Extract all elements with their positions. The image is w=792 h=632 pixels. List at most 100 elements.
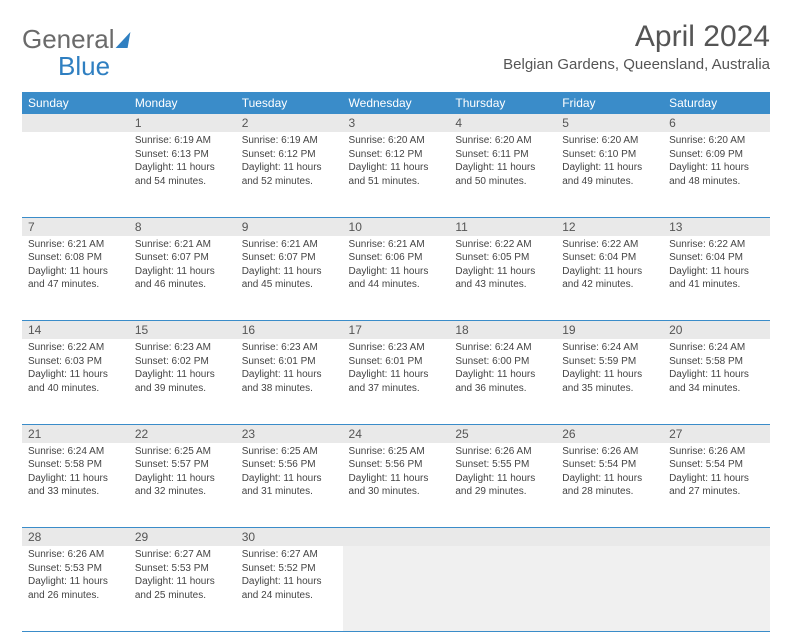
day-details: Sunrise: 6:21 AMSunset: 6:07 PMDaylight:… [129,236,236,296]
day-number-row: 282930 [22,528,770,547]
day-number-cell: 27 [663,424,770,443]
day-number-cell: 3 [343,114,450,132]
day-details: Sunrise: 6:25 AMSunset: 5:57 PMDaylight:… [129,443,236,503]
day-number-row: 21222324252627 [22,424,770,443]
day-cell: Sunrise: 6:24 AMSunset: 5:58 PMDaylight:… [22,443,129,528]
day-details: Sunrise: 6:24 AMSunset: 5:58 PMDaylight:… [22,443,129,503]
day-cell: Sunrise: 6:27 AMSunset: 5:53 PMDaylight:… [129,546,236,631]
day-content-row: Sunrise: 6:22 AMSunset: 6:03 PMDaylight:… [22,339,770,424]
day-cell: Sunrise: 6:26 AMSunset: 5:54 PMDaylight:… [663,443,770,528]
day-cell: Sunrise: 6:20 AMSunset: 6:12 PMDaylight:… [343,132,450,217]
day-number-cell: 21 [22,424,129,443]
day-number-cell: 22 [129,424,236,443]
day-cell: Sunrise: 6:25 AMSunset: 5:57 PMDaylight:… [129,443,236,528]
day-cell: Sunrise: 6:25 AMSunset: 5:56 PMDaylight:… [236,443,343,528]
day-cell: Sunrise: 6:26 AMSunset: 5:54 PMDaylight:… [556,443,663,528]
day-details: Sunrise: 6:24 AMSunset: 5:58 PMDaylight:… [663,339,770,399]
day-number-cell: 20 [663,321,770,340]
day-cell: Sunrise: 6:21 AMSunset: 6:07 PMDaylight:… [129,236,236,321]
day-number-cell [556,528,663,547]
weekday-header: Thursday [449,92,556,114]
day-cell: Sunrise: 6:20 AMSunset: 6:10 PMDaylight:… [556,132,663,217]
day-number-cell: 16 [236,321,343,340]
day-number-cell: 11 [449,217,556,236]
day-cell: Sunrise: 6:22 AMSunset: 6:04 PMDaylight:… [556,236,663,321]
day-details: Sunrise: 6:20 AMSunset: 6:09 PMDaylight:… [663,132,770,192]
day-content-row: Sunrise: 6:24 AMSunset: 5:58 PMDaylight:… [22,443,770,528]
day-cell: Sunrise: 6:22 AMSunset: 6:04 PMDaylight:… [663,236,770,321]
day-details: Sunrise: 6:20 AMSunset: 6:10 PMDaylight:… [556,132,663,192]
day-number-cell: 7 [22,217,129,236]
day-number-cell [449,528,556,547]
day-number-cell: 15 [129,321,236,340]
day-details: Sunrise: 6:26 AMSunset: 5:54 PMDaylight:… [663,443,770,503]
day-details: Sunrise: 6:22 AMSunset: 6:04 PMDaylight:… [663,236,770,296]
day-details: Sunrise: 6:26 AMSunset: 5:53 PMDaylight:… [22,546,129,606]
day-cell: Sunrise: 6:27 AMSunset: 5:52 PMDaylight:… [236,546,343,631]
day-details: Sunrise: 6:27 AMSunset: 5:53 PMDaylight:… [129,546,236,606]
day-details: Sunrise: 6:23 AMSunset: 6:01 PMDaylight:… [236,339,343,399]
day-cell: Sunrise: 6:23 AMSunset: 6:02 PMDaylight:… [129,339,236,424]
day-cell: Sunrise: 6:22 AMSunset: 6:05 PMDaylight:… [449,236,556,321]
day-number-cell [663,528,770,547]
day-cell: Sunrise: 6:23 AMSunset: 6:01 PMDaylight:… [236,339,343,424]
calendar-table: SundayMondayTuesdayWednesdayThursdayFrid… [22,92,770,632]
day-cell [22,132,129,217]
day-details: Sunrise: 6:19 AMSunset: 6:13 PMDaylight:… [129,132,236,192]
location-subtitle: Belgian Gardens, Queensland, Australia [503,56,770,73]
day-cell: Sunrise: 6:19 AMSunset: 6:13 PMDaylight:… [129,132,236,217]
weekday-header: Tuesday [236,92,343,114]
day-details: Sunrise: 6:21 AMSunset: 6:07 PMDaylight:… [236,236,343,296]
day-details: Sunrise: 6:22 AMSunset: 6:03 PMDaylight:… [22,339,129,399]
day-cell: Sunrise: 6:20 AMSunset: 6:09 PMDaylight:… [663,132,770,217]
day-number-cell: 29 [129,528,236,547]
day-number-cell: 19 [556,321,663,340]
day-details: Sunrise: 6:27 AMSunset: 5:52 PMDaylight:… [236,546,343,606]
day-cell: Sunrise: 6:23 AMSunset: 6:01 PMDaylight:… [343,339,450,424]
day-cell: Sunrise: 6:24 AMSunset: 6:00 PMDaylight:… [449,339,556,424]
day-number-cell: 1 [129,114,236,132]
weekday-header: Monday [129,92,236,114]
day-number-cell: 30 [236,528,343,547]
day-number-cell: 24 [343,424,450,443]
day-number-cell: 10 [343,217,450,236]
day-details: Sunrise: 6:26 AMSunset: 5:54 PMDaylight:… [556,443,663,503]
day-number-row: 123456 [22,114,770,132]
brand-part2: Blue [58,51,110,81]
day-number-cell [22,114,129,132]
day-details: Sunrise: 6:26 AMSunset: 5:55 PMDaylight:… [449,443,556,503]
day-details: Sunrise: 6:20 AMSunset: 6:11 PMDaylight:… [449,132,556,192]
title-block: April 2024 Belgian Gardens, Queensland, … [503,20,770,73]
day-cell: Sunrise: 6:26 AMSunset: 5:55 PMDaylight:… [449,443,556,528]
calendar-body: 123456Sunrise: 6:19 AMSunset: 6:13 PMDay… [22,114,770,631]
day-number-cell: 2 [236,114,343,132]
brand-logo: General [22,20,129,55]
day-details: Sunrise: 6:25 AMSunset: 5:56 PMDaylight:… [343,443,450,503]
weekday-header: Saturday [663,92,770,114]
day-cell [663,546,770,631]
weekday-header: Friday [556,92,663,114]
day-cell: Sunrise: 6:21 AMSunset: 6:08 PMDaylight:… [22,236,129,321]
day-details: Sunrise: 6:23 AMSunset: 6:01 PMDaylight:… [343,339,450,399]
day-number-cell: 17 [343,321,450,340]
day-number-cell: 9 [236,217,343,236]
day-cell: Sunrise: 6:20 AMSunset: 6:11 PMDaylight:… [449,132,556,217]
day-details: Sunrise: 6:22 AMSunset: 6:04 PMDaylight:… [556,236,663,296]
day-number-cell: 28 [22,528,129,547]
day-cell: Sunrise: 6:24 AMSunset: 5:59 PMDaylight:… [556,339,663,424]
day-details: Sunrise: 6:20 AMSunset: 6:12 PMDaylight:… [343,132,450,192]
day-details: Sunrise: 6:25 AMSunset: 5:56 PMDaylight:… [236,443,343,503]
day-number-row: 78910111213 [22,217,770,236]
day-number-cell: 5 [556,114,663,132]
day-number-row: 14151617181920 [22,321,770,340]
day-number-cell: 13 [663,217,770,236]
day-number-cell: 8 [129,217,236,236]
day-details: Sunrise: 6:22 AMSunset: 6:05 PMDaylight:… [449,236,556,296]
day-cell [449,546,556,631]
weekday-header-row: SundayMondayTuesdayWednesdayThursdayFrid… [22,92,770,114]
day-cell [343,546,450,631]
day-number-cell: 6 [663,114,770,132]
day-details: Sunrise: 6:21 AMSunset: 6:08 PMDaylight:… [22,236,129,296]
day-cell [556,546,663,631]
weekday-header: Wednesday [343,92,450,114]
